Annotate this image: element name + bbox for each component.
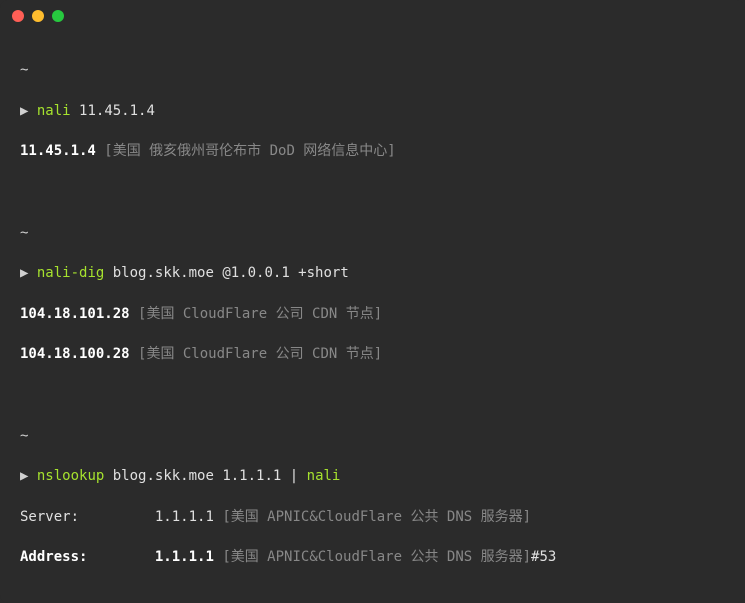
geo-info: [美国 APNIC&CloudFlare 公共 DNS 服务器]	[222, 509, 531, 525]
cmd-nali: nali	[307, 468, 341, 484]
result-ip: 11.45.1.4	[20, 143, 96, 159]
geo-info: [美国 CloudFlare 公司 CDN 节点]	[138, 306, 382, 322]
titlebar	[0, 0, 745, 32]
geo-info: [美国 俄亥俄州哥伦布市 DoD 网络信息中心]	[104, 143, 395, 159]
result-ip: 104.18.100.28	[20, 346, 130, 362]
prompt-symbol: ▶	[20, 265, 28, 281]
close-icon[interactable]	[12, 10, 24, 22]
cmd-args: blog.skk.moe @1.0.0.1 +short	[113, 265, 349, 281]
minimize-icon[interactable]	[32, 10, 44, 22]
prompt-path: ~	[20, 225, 28, 241]
cmd-args: blog.skk.moe 1.1.1.1	[113, 468, 282, 484]
server-label: Server:	[20, 509, 79, 525]
terminal-window: ~ ▶ nali 11.45.1.4 11.45.1.4 [美国 俄亥俄州哥伦布…	[0, 0, 745, 603]
server-ip: 1.1.1.1	[155, 509, 214, 525]
geo-info: [美国 APNIC&CloudFlare 公共 DNS 服务器]	[222, 549, 531, 565]
prompt-path: ~	[20, 428, 28, 444]
cmd-nali: nali	[37, 103, 71, 119]
address-label: Address:	[20, 549, 87, 565]
zoom-icon[interactable]	[52, 10, 64, 22]
port-suffix: #53	[531, 549, 556, 565]
pipe-symbol: |	[290, 468, 298, 484]
geo-info: [美国 CloudFlare 公司 CDN 节点]	[138, 346, 382, 362]
result-ip: 104.18.101.28	[20, 306, 130, 322]
terminal-content[interactable]: ~ ▶ nali 11.45.1.4 11.45.1.4 [美国 俄亥俄州哥伦布…	[0, 32, 745, 603]
prompt-path: ~	[20, 62, 28, 78]
address-ip: 1.1.1.1	[155, 549, 214, 565]
prompt-symbol: ▶	[20, 103, 28, 119]
cmd-nali-dig: nali-dig	[37, 265, 104, 281]
prompt-symbol: ▶	[20, 468, 28, 484]
cmd-nslookup: nslookup	[37, 468, 104, 484]
cmd-args: 11.45.1.4	[79, 103, 155, 119]
